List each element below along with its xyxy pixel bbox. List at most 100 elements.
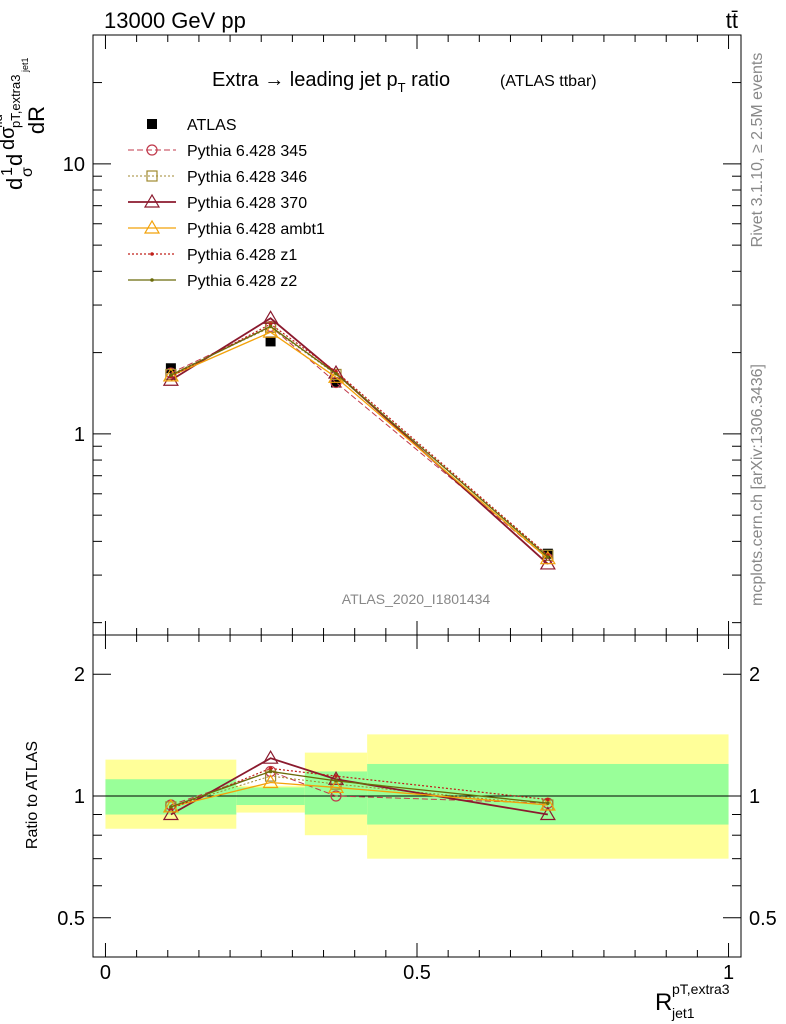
series-line-p346 xyxy=(170,326,549,556)
series-p346 xyxy=(165,321,554,561)
ratio-point-ambt1-1 xyxy=(262,774,279,789)
ratio-point-ambt1-2 xyxy=(327,779,345,794)
ratio-ylabel: Ratio to ATLAS xyxy=(24,741,41,849)
point-ambt1-3 xyxy=(539,550,556,565)
ratio-y-label-right-0: 0.5 xyxy=(749,908,777,930)
x-tick-label-1: 0.5 xyxy=(403,962,431,984)
ratio-line-p370 xyxy=(170,757,548,816)
series-line-z1 xyxy=(170,323,549,556)
legend-marker-z2 xyxy=(150,278,154,282)
series-ambt1 xyxy=(162,324,556,565)
point-p346-3 xyxy=(542,549,554,561)
legend-marker-p346 xyxy=(146,170,158,182)
series-atlas xyxy=(165,336,553,559)
legend-marker-ambt1 xyxy=(143,219,161,234)
series-z2 xyxy=(169,324,550,559)
legend-marker-atlas xyxy=(147,119,157,129)
ratio-point-z2-3 xyxy=(546,801,550,805)
mcplots-label: mcplots.cern.ch [arXiv:1306.3436] xyxy=(749,364,766,606)
plot-title: Extra → leading jet pT ratio xyxy=(212,69,450,95)
ylabel-subsub: jet1 xyxy=(20,57,30,73)
analysis-id: ATLAS_2020_I1801434 xyxy=(342,591,491,607)
legend-label-p346: Pythia 6.428 346 xyxy=(187,169,307,186)
ratio-line-p345 xyxy=(170,770,548,806)
main-ylabel: dR xyxy=(24,106,49,134)
ratio-point-ambt1-3 xyxy=(539,796,556,811)
ratio-point-p370-1 xyxy=(262,750,279,764)
ratio-plot-area: 0.5 0.5 1 1 2 2 0 0.5 1 xyxy=(57,634,777,984)
series-p345 xyxy=(165,320,554,565)
ratio-point-z2-0 xyxy=(169,805,173,809)
x-axis-label: R pT,extra3 jet1 xyxy=(655,981,730,1021)
ratio-line-z2 xyxy=(170,770,548,808)
title-paren: (ATLAS ttbar) xyxy=(500,73,597,90)
legend: ATLAS Pythia 6.428 345 Pythia 6.428 346 Pyt… xyxy=(128,117,325,290)
x-tick-label-2: 1 xyxy=(723,962,734,984)
ratio-y-label-right-2: 2 xyxy=(749,664,760,686)
series-line-ambt1 xyxy=(170,331,549,560)
ratio-point-z2-1 xyxy=(268,769,273,774)
legend-label-atlas: ATLAS xyxy=(187,117,237,134)
title-tail: ratio xyxy=(406,69,450,91)
xlabel-sub: jet1 xyxy=(671,1005,695,1021)
ratio-point-p345-2 xyxy=(330,790,342,802)
series-line-p370 xyxy=(170,317,549,565)
ratio-y-label-left-0: 0.5 xyxy=(57,908,85,930)
legend-marker-p345 xyxy=(146,144,158,156)
legend-label-z1: Pythia 6.428 z1 xyxy=(187,247,297,264)
ratio-line-p346 xyxy=(170,775,548,808)
point-z2-1 xyxy=(268,324,273,329)
ratio-point-z1-3 xyxy=(546,797,550,802)
point-z2-2 xyxy=(334,371,338,376)
main-ylabel-frac: d 1 σ d dσ fid pT,extra3 jet1 xyxy=(0,57,36,190)
legend-marker-p370 xyxy=(143,193,161,208)
point-ambt1-1 xyxy=(262,324,279,338)
point-p370-3 xyxy=(539,555,556,570)
point-z2-0 xyxy=(169,373,173,377)
xlabel-sup: pT,extra3 xyxy=(672,981,730,997)
title-sub: T xyxy=(398,80,406,95)
ylabel-d1: d xyxy=(2,178,27,190)
ylabel-sigma: σ xyxy=(19,167,36,177)
xlabel-base: R xyxy=(655,989,672,1016)
point-ambt1-0 xyxy=(162,367,179,382)
ratio-point-z1-2 xyxy=(334,774,338,778)
legend-label-z2: Pythia 6.428 z2 xyxy=(187,273,297,290)
ratio-point-p370-0 xyxy=(162,806,179,821)
legend-label-p370: Pythia 6.428 370 xyxy=(187,195,307,212)
point-p370-0 xyxy=(162,372,179,386)
ylabel-one: 1 xyxy=(0,167,16,176)
point-atlas-1 xyxy=(265,336,276,347)
ratio-y-label-left-2: 2 xyxy=(74,664,85,686)
energy-label: 13000 GeV pp xyxy=(104,8,246,33)
main-plot-area: 1 10 xyxy=(63,34,742,636)
ratio-point-p370-2 xyxy=(327,771,345,785)
series-z1 xyxy=(169,322,550,558)
y-tick-label-main-1: 10 xyxy=(63,154,85,176)
point-z2-3 xyxy=(546,555,550,559)
ylabel-d2: d xyxy=(2,154,27,166)
ratio-series-p370 xyxy=(162,750,556,821)
series-line-z2 xyxy=(170,325,549,558)
ylabel-fid: fid xyxy=(0,114,5,128)
legend-label-p345: Pythia 6.428 345 xyxy=(187,143,307,160)
ratio-series-z2 xyxy=(169,769,550,809)
y-tick-label-main-0: 1 xyxy=(74,424,85,446)
x-tick-label-0: 0 xyxy=(100,962,111,984)
rivet-label: Rivet 3.1.10, ≥ 2.5M events xyxy=(749,53,766,248)
ratio-point-p370-3 xyxy=(539,806,556,821)
ylabel-dsig: dσ xyxy=(0,126,19,150)
ylabel-dR: dR xyxy=(24,106,49,134)
ratio-point-z2-2 xyxy=(334,779,338,783)
ratio-line-ambt1 xyxy=(170,781,548,808)
ratio-y-label-right-1: 1 xyxy=(749,786,760,808)
ratio-y-label-left-1: 1 xyxy=(74,786,85,808)
legend-label-ambt1: Pythia 6.428 ambt1 xyxy=(187,221,325,238)
ratio-point-z1-1 xyxy=(268,766,273,771)
ylabel-sub: pT,extra3 xyxy=(8,75,23,128)
series-line-p345 xyxy=(170,325,549,560)
legend-marker-z1 xyxy=(150,252,154,256)
title-main: Extra → leading jet p xyxy=(212,69,398,91)
process-label: tt̄ xyxy=(726,8,738,33)
